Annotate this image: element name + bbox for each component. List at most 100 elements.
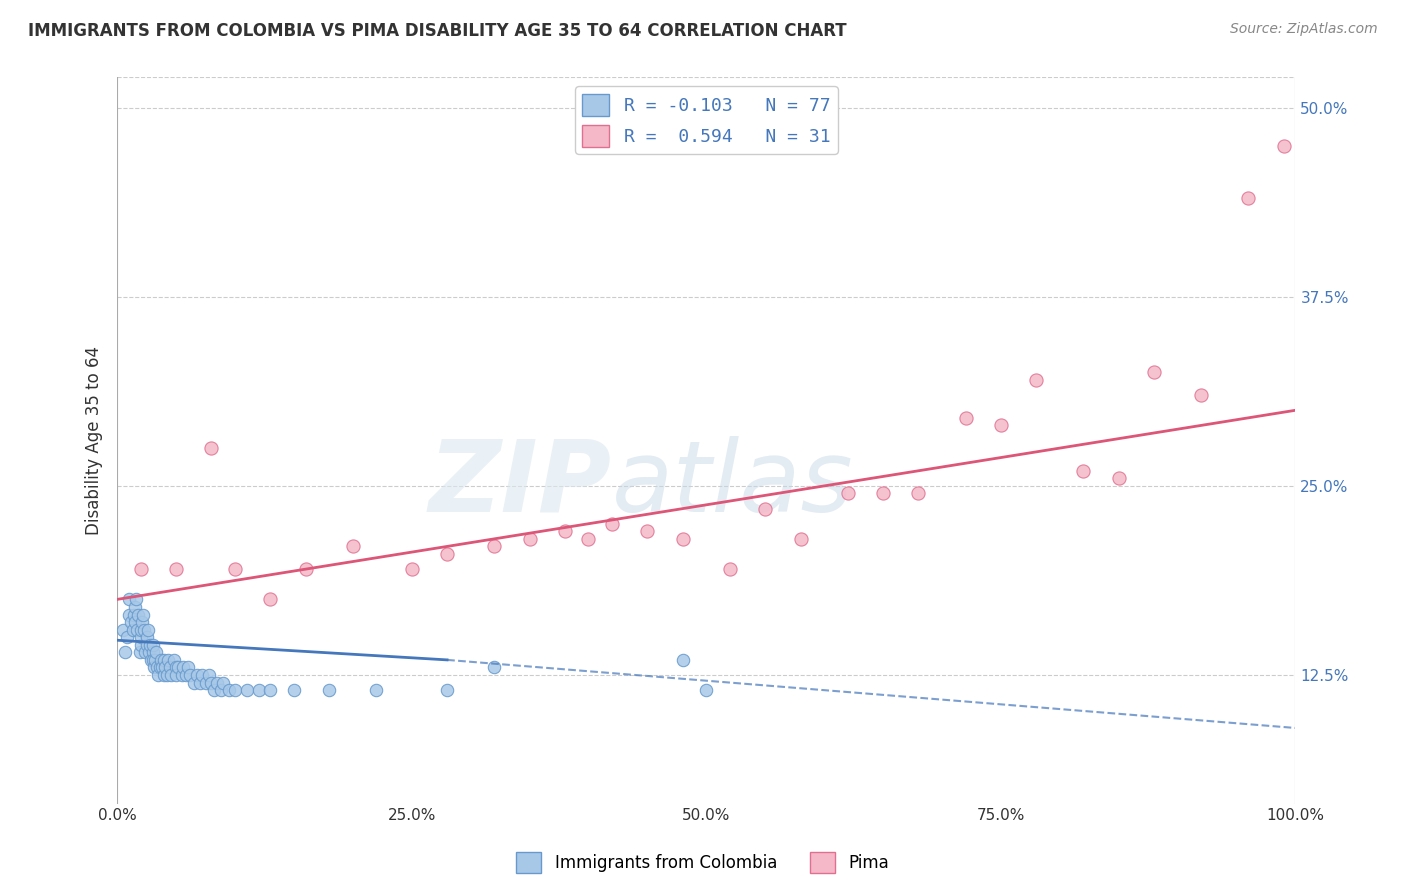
- Point: [118, 607, 141, 622]
- Point: [124, 615, 146, 629]
- Point: [188, 675, 211, 690]
- Point: [218, 683, 240, 698]
- Point: [207, 675, 229, 690]
- Point: [436, 547, 458, 561]
- Point: [1237, 191, 1260, 205]
- Point: [1189, 388, 1212, 402]
- Point: [259, 683, 281, 698]
- Point: [401, 562, 423, 576]
- Point: [366, 683, 388, 698]
- Point: [153, 668, 176, 682]
- Point: [135, 638, 157, 652]
- Point: [141, 653, 163, 667]
- Point: [121, 623, 143, 637]
- Point: [198, 668, 221, 682]
- Point: [129, 562, 152, 576]
- Point: [150, 660, 173, 674]
- Point: [484, 540, 506, 554]
- Point: [1272, 138, 1295, 153]
- Point: [191, 668, 214, 682]
- Point: [1143, 366, 1166, 380]
- Point: [342, 540, 364, 554]
- Point: [131, 615, 153, 629]
- Y-axis label: Disability Age 35 to 64: Disability Age 35 to 64: [86, 346, 103, 535]
- Legend: R = -0.103   N = 77, R =  0.594   N = 31: R = -0.103 N = 77, R = 0.594 N = 31: [575, 87, 838, 154]
- Point: [129, 623, 152, 637]
- Point: [165, 562, 187, 576]
- Point: [138, 645, 160, 659]
- Point: [1108, 471, 1130, 485]
- Point: [789, 532, 811, 546]
- Point: [143, 653, 166, 667]
- Point: [294, 562, 316, 576]
- Point: [124, 599, 146, 614]
- Point: [127, 623, 149, 637]
- Point: [136, 623, 159, 637]
- Text: ZIP: ZIP: [429, 435, 612, 533]
- Point: [955, 410, 977, 425]
- Legend: Immigrants from Colombia, Pima: Immigrants from Colombia, Pima: [510, 846, 896, 880]
- Point: [132, 607, 155, 622]
- Point: [167, 660, 190, 674]
- Point: [120, 615, 142, 629]
- Point: [127, 607, 149, 622]
- Point: [128, 645, 150, 659]
- Point: [554, 524, 576, 539]
- Point: [183, 675, 205, 690]
- Point: [141, 653, 163, 667]
- Point: [236, 683, 259, 698]
- Point: [125, 592, 148, 607]
- Point: [283, 683, 305, 698]
- Point: [112, 623, 135, 637]
- Point: [179, 668, 201, 682]
- Text: atlas: atlas: [612, 435, 853, 533]
- Point: [718, 562, 741, 576]
- Point: [141, 645, 163, 659]
- Point: [139, 638, 162, 652]
- Text: Source: ZipAtlas.com: Source: ZipAtlas.com: [1230, 22, 1378, 37]
- Point: [156, 653, 179, 667]
- Point: [247, 683, 270, 698]
- Point: [907, 486, 929, 500]
- Point: [224, 683, 246, 698]
- Point: [519, 532, 541, 546]
- Point: [695, 683, 717, 698]
- Point: [600, 516, 623, 531]
- Point: [200, 441, 222, 455]
- Point: [224, 562, 246, 576]
- Point: [672, 653, 695, 667]
- Point: [1025, 373, 1047, 387]
- Point: [202, 683, 225, 698]
- Point: [155, 660, 177, 674]
- Point: [122, 607, 145, 622]
- Point: [318, 683, 340, 698]
- Point: [163, 653, 186, 667]
- Point: [872, 486, 894, 500]
- Point: [114, 645, 136, 659]
- Point: [145, 645, 167, 659]
- Point: [165, 660, 187, 674]
- Point: [156, 668, 179, 682]
- Point: [160, 668, 183, 682]
- Point: [148, 668, 170, 682]
- Point: [170, 668, 193, 682]
- Point: [134, 623, 156, 637]
- Point: [149, 653, 172, 667]
- Point: [436, 683, 458, 698]
- Point: [174, 668, 197, 682]
- Point: [146, 660, 169, 674]
- Point: [141, 638, 163, 652]
- Point: [135, 630, 157, 644]
- Point: [194, 675, 217, 690]
- Point: [118, 592, 141, 607]
- Point: [172, 660, 194, 674]
- Point: [209, 683, 232, 698]
- Point: [200, 675, 222, 690]
- Point: [115, 630, 138, 644]
- Point: [177, 660, 200, 674]
- Point: [212, 675, 235, 690]
- Point: [1073, 464, 1095, 478]
- Point: [636, 524, 658, 539]
- Point: [142, 660, 165, 674]
- Point: [837, 486, 859, 500]
